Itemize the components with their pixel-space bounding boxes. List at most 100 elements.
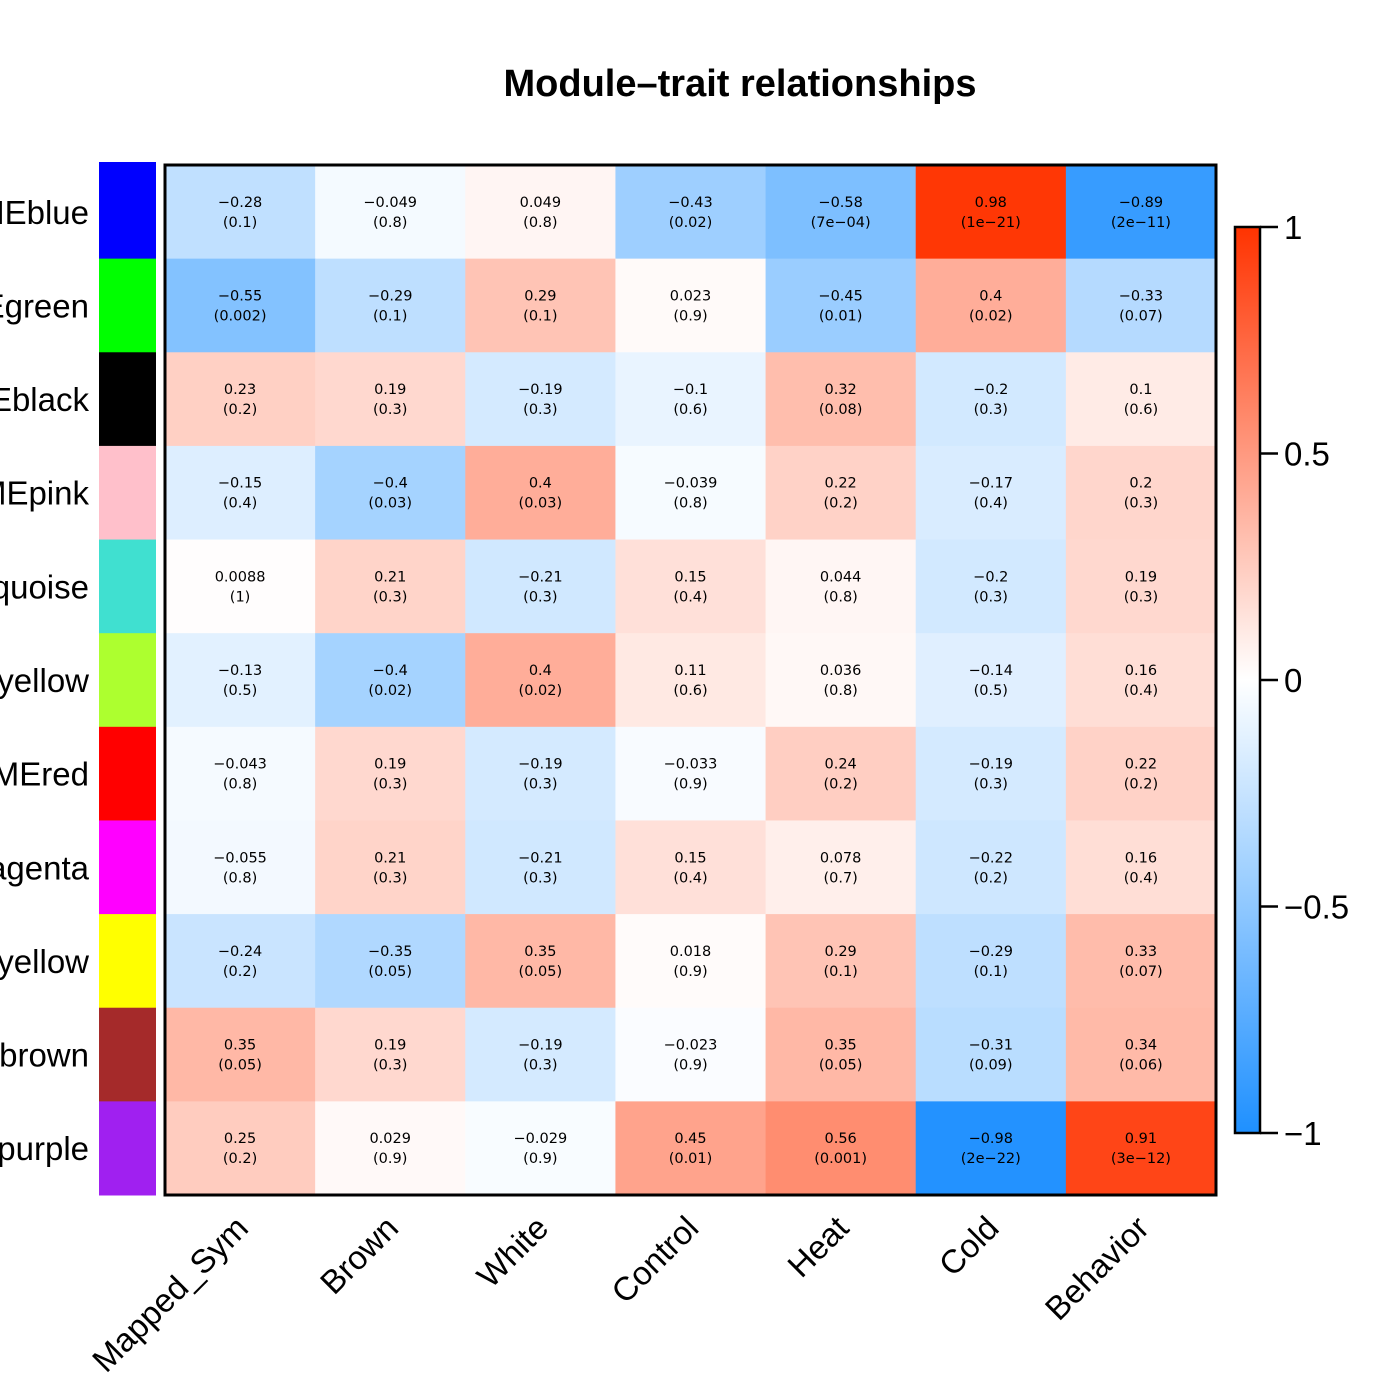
cell-pvalue-label: (0.06) [1119, 1058, 1163, 1074]
heatmap-cell [165, 258, 316, 353]
cell-correlation-label: −0.049 [363, 195, 417, 211]
heatmap-cell [315, 165, 466, 260]
cell-pvalue-label: (0.1) [823, 964, 857, 980]
heatmap-cell [615, 726, 767, 821]
heatmap-cell [315, 352, 466, 447]
cell-correlation-label: 0.044 [820, 569, 862, 585]
colorbar-tick-label: 1 [1284, 209, 1302, 246]
cell-correlation-label: 0.049 [520, 195, 562, 211]
cell-correlation-label: −0.31 [969, 1038, 1013, 1054]
cell-correlation-label: 0.2 [1129, 476, 1152, 492]
heatmap-cell [615, 352, 767, 447]
heatmap-cell [615, 539, 767, 634]
colorbar-tick-label: 0.5 [1284, 436, 1330, 473]
cell-correlation-label: −0.28 [218, 195, 262, 211]
heatmap-cell [765, 1007, 917, 1102]
cell-pvalue-label: (0.3) [523, 589, 557, 605]
cell-pvalue-label: (0.02) [969, 308, 1013, 324]
cell-correlation-label: 0.22 [824, 476, 856, 492]
heatmap-cell [1065, 1007, 1217, 1102]
cell-pvalue-label: (0.1) [523, 308, 557, 324]
heatmap-cell [315, 726, 466, 821]
heatmap-cell [165, 1007, 316, 1102]
cell-correlation-label: 0.11 [674, 663, 706, 679]
column-label: Mapped_Sym [85, 1209, 255, 1379]
cell-correlation-label: 0.16 [1125, 663, 1157, 679]
cell-correlation-label: 0.91 [1125, 1131, 1157, 1147]
heatmap-cell [165, 445, 316, 541]
cell-pvalue-label: (0.4) [673, 589, 707, 605]
column-label: Control [604, 1209, 705, 1310]
heatmap-cell [615, 1101, 767, 1196]
module-swatch [99, 1007, 156, 1102]
column-label: Cold [932, 1209, 1006, 1283]
row-label: quoise [0, 568, 89, 605]
cell-pvalue-label: (0.2) [223, 1151, 257, 1167]
cell-correlation-label: 0.018 [670, 944, 712, 960]
cell-correlation-label: 0.0088 [215, 569, 266, 585]
heatmap-cell [1065, 633, 1217, 728]
heatmap-cell [915, 445, 1067, 541]
cell-pvalue-label: (0.9) [673, 964, 707, 980]
cell-pvalue-label: (0.7) [823, 870, 857, 886]
row-label: brown [0, 1037, 89, 1074]
cell-pvalue-label: (0.1) [223, 215, 257, 231]
row-label: agenta [0, 849, 90, 886]
cell-pvalue-label: (0.08) [819, 402, 863, 418]
column-labels: Mapped_Sym Brown White Control Heat Cold Behav… [85, 1209, 1156, 1379]
heatmap-cell [765, 914, 917, 1009]
cell-pvalue-label: (0.002) [214, 308, 267, 324]
cell-pvalue-label: (0.5) [974, 683, 1008, 699]
cell-pvalue-label: (3e−12) [1111, 1151, 1171, 1167]
cell-pvalue-label: (0.9) [673, 1058, 707, 1074]
heatmap-cell [465, 352, 616, 447]
cell-pvalue-label: (0.4) [673, 870, 707, 886]
heatmap-cell [315, 820, 466, 915]
heatmap-cell [165, 820, 316, 915]
cell-correlation-label: 0.98 [975, 195, 1007, 211]
heatmap-cell [165, 539, 316, 634]
cell-pvalue-label: (0.3) [523, 402, 557, 418]
cell-correlation-label: 0.56 [824, 1131, 856, 1147]
cell-pvalue-label: (2e−22) [961, 1151, 1021, 1167]
heatmap-cell [1065, 726, 1217, 821]
heatmap-cell [765, 352, 917, 447]
row-labels: MEblue Egreen Eblack MEpink quoise yellow MEre… [0, 194, 90, 1167]
cell-pvalue-label: (0.8) [373, 215, 407, 231]
cell-pvalue-label: (0.07) [1119, 308, 1163, 324]
heatmap-cell [315, 1101, 466, 1196]
cell-pvalue-label: (0.2) [1124, 777, 1158, 793]
cell-correlation-label: 0.16 [1125, 850, 1157, 866]
cell-correlation-label: 0.023 [670, 288, 712, 304]
cell-correlation-label: −0.55 [218, 288, 262, 304]
cell-correlation-label: −0.19 [518, 382, 562, 398]
cell-pvalue-label: (0.3) [373, 1058, 407, 1074]
column-label: Behavior [1038, 1209, 1156, 1327]
heatmap-cell [165, 165, 316, 260]
cell-pvalue-label: (0.3) [523, 777, 557, 793]
cell-correlation-label: −0.043 [213, 757, 267, 773]
module-swatch [99, 633, 156, 728]
heatmap-cell [915, 352, 1067, 447]
cell-pvalue-label: (0.8) [223, 870, 257, 886]
cell-correlation-label: 0.19 [374, 757, 406, 773]
cell-pvalue-label: (0.3) [373, 402, 407, 418]
cell-pvalue-label: (0.001) [814, 1151, 867, 1167]
cell-correlation-label: 0.15 [674, 850, 706, 866]
heatmap-cell [315, 539, 466, 634]
cell-pvalue-label: (0.01) [669, 1151, 713, 1167]
heatmap-cell [315, 258, 466, 353]
cell-pvalue-label: (0.3) [974, 777, 1008, 793]
cell-pvalue-label: (0.8) [523, 215, 557, 231]
cell-pvalue-label: (0.2) [223, 402, 257, 418]
heatmap-cell [615, 820, 767, 915]
cell-correlation-label: 0.19 [1125, 569, 1157, 585]
heatmap-cell [915, 1007, 1067, 1102]
cell-pvalue-label: (0.3) [974, 402, 1008, 418]
cell-pvalue-label: (1) [230, 589, 251, 605]
cell-correlation-label: −0.33 [1119, 288, 1163, 304]
cell-pvalue-label: (0.5) [223, 683, 257, 699]
module-swatch [99, 352, 156, 447]
heatmap-cell [315, 633, 466, 728]
heatmap-cell [915, 165, 1067, 260]
